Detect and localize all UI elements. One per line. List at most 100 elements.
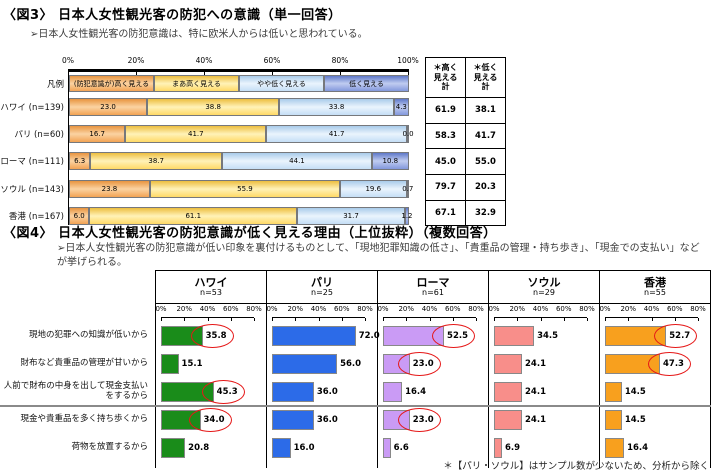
fig4-axis-tick-mark: [295, 318, 297, 321]
fig4-city-n: n=61: [422, 287, 444, 297]
fig4-axis-tick-label: 80%: [246, 305, 262, 313]
fig4-bar-row: 34.0: [156, 406, 266, 434]
fig3-bar-value: 61.1: [185, 211, 202, 220]
fig4-axis-tick-label: 0%: [266, 305, 278, 313]
fig3-bar-segment: 1.2: [401, 206, 413, 225]
fig3-legend-item: 低く見える: [324, 75, 409, 92]
fig4-bar-value: 72.0: [358, 331, 380, 341]
fig4-bar-value: 14.5: [624, 387, 646, 397]
fig4-axis-tick-mark: [698, 318, 699, 321]
fig4-panel: 0% 20% 40% 60% 80% 35.8 15.1 45.3 34.0 20.8: [155, 304, 266, 468]
fig3-table-cell-high: 67.1: [426, 200, 466, 227]
fig3-bar-segment: 38.8: [147, 98, 280, 116]
fig4-bar-row: 52.7: [600, 322, 710, 350]
fig3-row-label: 香港 (n=167): [8, 211, 64, 222]
fig4-city-name: 香港: [644, 275, 666, 289]
fig4-bar: [272, 326, 356, 346]
fig4-bar: [494, 410, 523, 430]
fig4-bar-value-wrap: 6.6: [394, 443, 409, 453]
fig3-table-cell-low: 20.3: [466, 175, 506, 201]
fig4-bar-row: 52.5: [378, 322, 488, 350]
fig4-bar-value-wrap: 45.3: [201, 380, 245, 404]
fig4-axis-tick-mark: [365, 318, 366, 321]
fig4-axis-tick-mark: [272, 318, 273, 321]
fig3-bar-segment: 41.7: [125, 125, 267, 144]
fig4-bar-row: 16.0: [267, 434, 377, 462]
fig3-bar-value: 19.6: [365, 184, 382, 193]
fig4-bar-value: 36.0: [316, 387, 338, 397]
fig4-axis-tick-mark: [605, 318, 606, 321]
fig4-bar-value-wrap: 34.0: [188, 408, 232, 432]
fig3-table-cell-low: 32.9: [466, 200, 506, 227]
fig4-bar-value-wrap: 24.1: [525, 415, 546, 425]
fig4-bar-value-wrap: 24.1: [525, 387, 546, 397]
fig3-chart-row: ハワイ (n=139) 23.0 38.8 33.8 4.3: [0, 98, 520, 116]
fig4-axis-tick-label: 60%: [666, 305, 683, 313]
fig4-bar-value-wrap: 14.5: [625, 387, 646, 397]
fig4-bar-value-wrap: 52.5: [432, 324, 476, 348]
fig4-divider-line: [0, 405, 711, 407]
fig4-bar-value: 24.1: [525, 415, 546, 425]
fig4-axis-tick-label: 40%: [532, 305, 549, 313]
fig4-bar-row: 56.0: [267, 350, 377, 378]
fig3-stacked-bar-chart: 0% 20% 40% 60% 80% 100% 凡例 (防犯意識が)高く見える まあ高く見え…: [0, 56, 520, 232]
fig4-axis-tick-mark: [587, 318, 588, 321]
fig3-axis-tick-label: 0%: [62, 56, 74, 65]
fig3-bar-value: 55.9: [237, 184, 253, 193]
fig4-bar: [383, 382, 403, 402]
fig4-bar-value: 6.6: [393, 443, 409, 453]
fig3-bar-segment: 0.7: [402, 179, 413, 198]
fig3-bar-segment: 6.3: [69, 152, 91, 171]
fig4-axis-tick-label: 20%: [287, 305, 304, 313]
fig4-bar-row: 72.0: [267, 322, 380, 350]
fig4-axis-tick-mark: [184, 318, 186, 321]
fig4-bar-row: 15.1: [156, 350, 266, 378]
fig4-axis-tick-mark: [540, 318, 542, 321]
fig4-bar-value-wrap: 35.8: [190, 324, 234, 348]
fig3-bar-segment: 23.8: [69, 179, 150, 198]
fig4-axis-tick-label: 80%: [468, 305, 484, 313]
fig4-panels: 0% 20% 40% 60% 80% 35.8 15.1 45.3 34.0 20.8 0% 20% 4…: [155, 304, 711, 468]
fig4-axis-line: [383, 317, 476, 318]
fig3-bar-segment: 44.1: [221, 152, 372, 171]
fig4-bar-value-wrap: 6.9: [505, 443, 520, 453]
fig3-bar-segment: 23.0: [69, 98, 148, 116]
fig4-axis-tick-label: 80%: [690, 305, 706, 313]
fig3-bar-value: 38.8: [205, 103, 221, 111]
fig4-bar-value-wrap: 16.4: [627, 443, 648, 453]
fig3-stacked-bar: 23.8 55.9 19.6 0.7: [69, 179, 413, 198]
fig4-bar-value-wrap: 56.0: [340, 359, 361, 369]
fig4-bar-value-wrap: 16.0: [294, 443, 315, 453]
fig4-bar-value: 36.0: [316, 415, 338, 425]
fig3-bar-value: 23.0: [100, 103, 116, 111]
fig4-reason-label: 荷物を放置するから: [71, 442, 148, 453]
fig3-bar-value: 41.7: [188, 130, 204, 139]
fig3-table-cell-high: 58.3: [426, 123, 466, 150]
fig3-row-label: ソウル (n=143): [0, 184, 64, 195]
fig3-bar-segment: 41.7: [266, 125, 408, 144]
fig3-title: 〈図3〉 日本人女性観光客の防犯への意識（単一回答）: [3, 8, 342, 23]
fig3-table-header-cell: ＊高く 見える 計: [426, 58, 466, 98]
fig3-bar-value: 1.2: [401, 211, 413, 220]
fig4-axis-tick-mark: [318, 318, 320, 321]
fig3-bar-value: 6.3: [74, 157, 86, 166]
fig3-axis-tick-label: 60%: [263, 56, 281, 65]
fig4-bar: [494, 382, 523, 402]
fig4-axis-tick-label: 60%: [222, 305, 239, 313]
fig4-axis-tick-mark: [494, 318, 495, 321]
fig3-stacked-bar: 6.3 38.7 44.1 10.8: [69, 152, 409, 171]
fig4-axis-tick-label: 0%: [155, 305, 167, 313]
fig4-axis-tick-mark: [406, 318, 408, 321]
fig4-footnote: ＊【パリ・ソウル】はサンプル数が少ないため、分析から除く: [443, 461, 709, 472]
fig4-bar: [494, 438, 503, 458]
fig3-table-cell-low: 55.0: [466, 149, 506, 176]
fig3-axis-tick-label: 80%: [331, 56, 349, 65]
fig4-bar-value-wrap: 14.5: [625, 415, 646, 425]
fig4-axis-line: [161, 317, 254, 318]
fig3-bar-value: 31.7: [343, 211, 359, 220]
fig3-bar-segment: 10.8: [371, 152, 409, 171]
fig4-bar-value-wrap: 20.8: [188, 443, 209, 453]
fig3-bar-segment: 55.9: [149, 179, 340, 198]
fig4-bar-row: 36.0: [267, 406, 377, 434]
fig4-bar-value: 16.0: [293, 443, 315, 453]
